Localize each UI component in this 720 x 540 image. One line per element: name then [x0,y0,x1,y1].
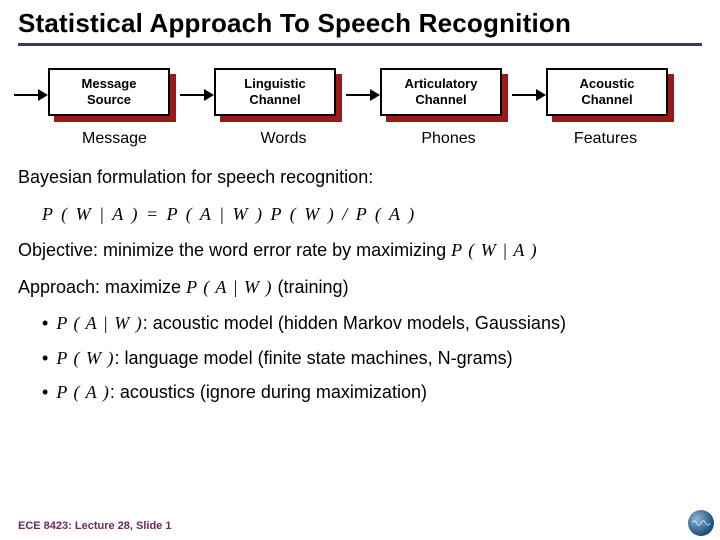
arrow-icon [512,85,546,105]
bullet-acoustic-model: P ( A | W ): acoustic model (hidden Mark… [42,312,702,335]
bullet-math: P ( W ) [56,348,114,368]
logo-icon [688,510,714,536]
flow-box-message-source: MessageSource [48,68,176,122]
objective-text: Objective: minimize the word error rate … [18,240,451,260]
sublabel-words: Words [219,130,348,148]
flow-box-articulatory-channel: ArticulatoryChannel [380,68,508,122]
slide-title: Statistical Approach To Speech Recogniti… [18,8,702,39]
arrow-icon [180,85,214,105]
equation: P ( W | A ) = P ( A | W ) P ( W ) / P ( … [42,203,702,226]
approach-line: Approach: maximize P ( A | W ) (training… [18,276,702,299]
bullet-list: P ( A | W ): acoustic model (hidden Mark… [42,312,702,404]
bullet-math: P ( A | W ) [56,313,142,333]
objective-math: P ( W | A ) [451,240,537,260]
bayes-intro: Bayesian formulation for speech recognit… [18,166,702,189]
objective-line: Objective: minimize the word error rate … [18,239,702,262]
arrow-icon [14,85,48,105]
flow-box-linguistic-channel: LinguisticChannel [214,68,342,122]
approach-text: Approach: maximize [18,277,186,297]
flow-sublabels: Message Words Phones Features [48,130,702,148]
arrow-icon [346,85,380,105]
sublabel-features: Features [541,130,670,148]
bullet-acoustics: P ( A ): acoustics (ignore during maximi… [42,381,702,404]
flow-chain: MessageSource LinguisticChannel Articula… [14,68,702,122]
approach-post: (training) [273,277,349,297]
flow-box-label: MessageSource [82,76,137,107]
slide-body: Bayesian formulation for speech recognit… [18,166,702,404]
flow-box-label: ArticulatoryChannel [405,76,478,107]
bullet-text: : acoustics (ignore during maximization) [110,382,427,402]
approach-math: P ( A | W ) [186,277,272,297]
bullet-language-model: P ( W ): language model (finite state ma… [42,347,702,370]
bullet-text: : language model (finite state machines,… [114,348,512,368]
bullet-math: P ( A ) [56,382,110,402]
sublabel-phones: Phones [384,130,513,148]
bullet-text: : acoustic model (hidden Markov models, … [143,313,566,333]
slide: Statistical Approach To Speech Recogniti… [0,0,720,540]
sublabel-message: Message [50,130,179,148]
flow-box-label: AcousticChannel [580,76,635,107]
flow-box-label: LinguisticChannel [244,76,305,107]
title-underline [18,43,702,46]
footer-text: ECE 8423: Lecture 28, Slide 1 [18,520,171,532]
flow-box-acoustic-channel: AcousticChannel [546,68,674,122]
